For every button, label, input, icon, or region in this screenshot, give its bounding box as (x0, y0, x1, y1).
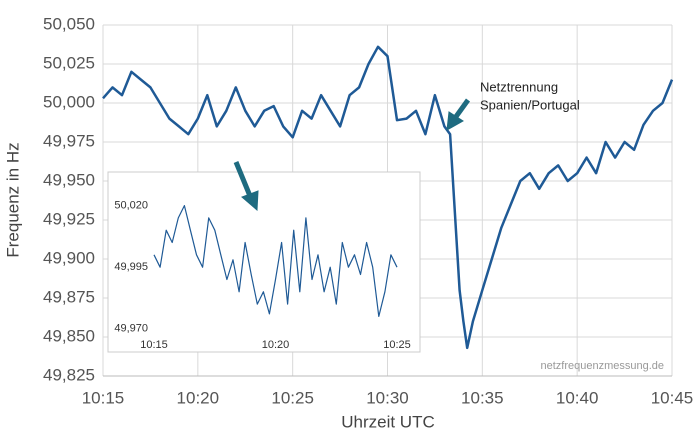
arrow (233, 161, 253, 197)
y-tick-label: 49,975 (43, 131, 95, 150)
arrow-head (241, 190, 259, 212)
x-tick-label: 10:20 (262, 339, 290, 351)
y-tick-label: 49,825 (43, 365, 95, 384)
y-tick-label: 49,970 (114, 323, 148, 335)
arrows (233, 98, 471, 212)
x-tick-label: 10:15 (140, 339, 168, 351)
x-tick-label: 10:45 (651, 388, 694, 407)
y-tick-label: 49,995 (114, 261, 148, 273)
x-tick-label: 10:15 (82, 388, 125, 407)
inset-plot: 49,970 49,995 50,020 10:15 10:20 10:25 (114, 200, 410, 351)
x-axis-title: Uhrzeit UTC (341, 412, 435, 431)
y-tick-label: 49,850 (43, 326, 95, 345)
watermark: netzfrequenzmessung.de (540, 360, 664, 372)
y-tick-label: 49,925 (43, 209, 95, 228)
y-tick-label: 50,050 (43, 14, 95, 33)
y-axis-title: Frequenz in Hz (3, 142, 22, 257)
data-line (102, 45, 674, 350)
x-tick-label: 10:30 (366, 388, 409, 407)
x-tick-label: 10:40 (556, 388, 599, 407)
arrow-head (446, 111, 464, 131)
y-tick-label: 50,025 (43, 53, 95, 72)
x-tick-label: 10:20 (177, 388, 220, 407)
y-tick-label: 49,900 (43, 248, 95, 267)
y-tick-label: 49,950 (43, 170, 95, 189)
y-tick-label: 50,020 (114, 200, 148, 212)
y-tick-label: 50,000 (43, 92, 95, 111)
y-tick-label: 49,875 (43, 287, 95, 306)
annotation: Netztrennung (480, 79, 558, 94)
annotation: Spanien/Portugal (480, 97, 580, 112)
x-tick-label: 10:35 (461, 388, 504, 407)
arrow (452, 98, 471, 120)
x-tick-label: 10:25 (271, 388, 314, 407)
inset-box (107, 171, 421, 353)
data-line (153, 205, 398, 317)
x-tick-label: 10:25 (383, 339, 411, 351)
